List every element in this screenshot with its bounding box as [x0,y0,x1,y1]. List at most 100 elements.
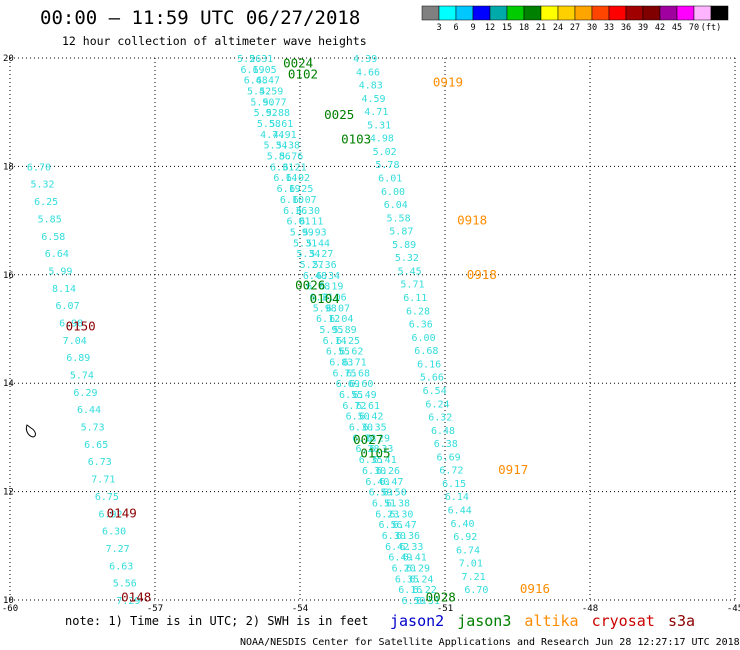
wave-height-value: 6.40 [365,477,389,488]
footer-note: note: 1) Time is in UTC; 2) SWH is in fe… [65,614,368,628]
wave-height-value: 6.75 [332,368,356,379]
color-scale-label: 3 [436,23,441,33]
wave-height-value: 6.32 [428,413,452,424]
mission-jason3: jason3 [457,612,511,630]
wave-height-value: 6.19 [319,282,343,293]
wave-height-value: 6.54 [423,386,447,397]
color-scale-swatch [472,5,491,21]
wave-height-value: 5.99 [290,227,314,238]
wave-height-value: 6.42 [385,542,409,553]
wave-height-value: 6.83 [329,358,353,369]
y-tick-label: 20 [3,54,14,64]
wave-height-value: 6.71 [343,358,367,369]
wave-height-value: 5.32 [395,253,419,264]
color-scale-swatch [676,5,695,21]
wave-height-value: 6.65 [84,440,108,451]
wave-height-value: 5.92 [254,108,278,119]
color-scale-swatch [710,5,729,21]
wave-height-value: 6.92 [98,509,122,520]
wave-height-value: 5.27 [309,249,333,260]
wave-height-value: 5.78 [375,160,399,171]
wave-height-value: 6.28 [355,444,379,455]
wave-height-value: 4.39 [353,54,377,65]
wave-height-value: 6.11 [299,217,323,228]
chart-title: 00:00 – 11:59 UTC 06/27/2018 [40,7,360,29]
wave-height-value: 6.30 [296,206,320,217]
wave-height-value: 6.12 [316,314,340,325]
wave-height-value: 6.16 [398,585,422,596]
color-scale-swatch [625,5,644,21]
color-scale-swatch [591,5,610,21]
wave-height-value: 6.38 [434,439,458,450]
wave-height-value: 5.44 [306,238,330,249]
x-tick-label: -48 [582,604,598,614]
wave-height-value: 4.83 [359,81,383,92]
color-scale-label: 30 [587,23,597,33]
wave-height-value: 5.66 [420,373,444,384]
wave-height-value: 5.31 [293,238,317,249]
wave-height-value: 6.55 [326,347,350,358]
wave-height-value: 6.49 [353,390,377,401]
pass-time-label: 0105 [360,446,390,461]
color-scale-swatch [438,5,457,21]
wave-height-value: 5.59 [259,87,283,98]
wave-height-value: 6.07 [326,303,350,314]
wave-height-value: 4.66 [356,67,380,78]
wave-height-value: 6.19 [240,65,264,76]
wave-height-value: 6.63 [109,561,133,572]
color-scale-label: 9 [470,23,475,33]
wave-height-value: 6.70 [27,162,51,173]
pass-time-label: 0102 [288,66,318,81]
wave-height-value: 6.72 [439,466,463,477]
wave-height-value: 6.35 [395,574,419,585]
axis-ticks: -60 -57 -54 -51 -48 -45 20 18 16 14 12 10 [2,54,740,614]
pass-time-label: 0024 [283,55,313,70]
wave-height-value: 6.14 [445,492,469,503]
wave-height-value: 5.73 [81,423,105,434]
wave-height-value: 6.04 [329,314,353,325]
wave-height-value: 6.08 [306,282,330,293]
mission-legend: jason2 jason3 altika cryosat s3a [390,612,695,630]
wave-height-value: 5.88 [266,108,290,119]
pass-time-label: 0103 [341,131,371,146]
wave-height-value: 5.31 [367,120,391,131]
wave-height-value: 6.73 [88,457,112,468]
wave-height-values: 6.70 5.32 6.25 5.85 6.58 6.64 5.99 8.14 6.07 6.98… [27,54,489,607]
wave-height-value: 5.36 [313,260,337,271]
wave-height-value: 6.50 [346,412,370,423]
wave-height-value: 6.58 [41,232,65,243]
wave-height-value: 5.76 [279,152,303,163]
color-scale-swatch [540,5,559,21]
wave-height-value: 7.71 [91,475,115,486]
wave-height-value: 6.22 [413,585,437,596]
mission-jason2: jason2 [390,612,444,630]
color-scale-label: 33 [604,23,614,33]
wave-height-value: 6.30 [382,531,406,542]
wave-height-value: 6.31 [270,162,294,173]
wave-height-value: 6.44 [77,405,101,416]
wave-height-value: 5.98 [313,303,337,314]
pass-time-label: 0916 [520,581,550,596]
color-scale-legend: 3 6 9 12 15 18 21 24 27 30 33 36 39 42 45 70 (ft) [421,5,729,33]
wave-height-value: 7.29 [116,596,140,607]
wave-height-value: 5.99 [48,266,72,277]
x-tick-label: -57 [147,604,163,614]
wave-height-value: 6.21 [283,162,307,173]
wave-height-value: 6.25 [289,184,313,195]
color-scale-label: 6 [453,23,458,33]
color-scale-swatch [506,5,525,21]
pass-time-label: 0026 [295,278,325,293]
wave-height-value: 7.01 [459,559,483,570]
color-scale-label: 45 [672,23,682,33]
wave-height-value: 6.42 [359,412,383,423]
wave-height-value: 6.51 [372,498,396,509]
chart-subtitle: 12 hour collection of altimeter wave hei… [62,34,367,48]
wave-height-value: 6.48 [303,271,327,282]
color-scale-label: 70 [689,23,699,33]
wave-height-value: 5.34 [296,249,320,260]
wave-height-value: 6.07 [56,301,80,312]
wave-height-value: 6.00 [381,187,405,198]
wave-height-value: 6.26 [376,466,400,477]
